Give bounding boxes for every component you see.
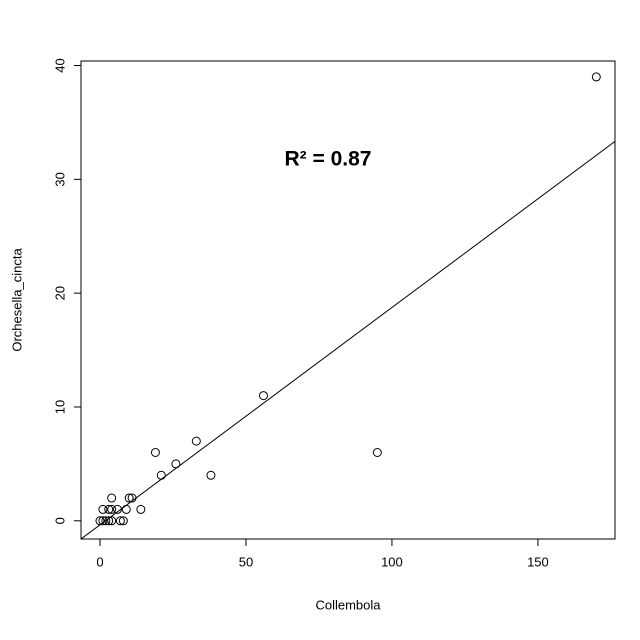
- point: [107, 493, 117, 503]
- point: [591, 72, 601, 82]
- point: [136, 504, 146, 514]
- point: [171, 459, 181, 469]
- y-tick-label: 10: [52, 400, 67, 414]
- x-tick-label: 0: [96, 554, 103, 569]
- point: [98, 504, 108, 514]
- x-axis-label: Collembola: [315, 597, 381, 612]
- point: [156, 470, 166, 480]
- plot-box: [80, 60, 616, 540]
- point: [191, 436, 201, 446]
- point: [124, 493, 134, 503]
- point: [150, 448, 160, 458]
- y-tick-label: 30: [52, 172, 67, 186]
- annotation: R² = 0.87: [285, 148, 372, 171]
- point: [258, 391, 268, 401]
- point: [115, 516, 125, 526]
- point: [104, 516, 114, 526]
- point: [112, 504, 122, 514]
- point: [101, 516, 111, 526]
- x-tick-label: 150: [527, 554, 549, 569]
- y-tick-label: 40: [52, 58, 67, 72]
- point: [372, 448, 382, 458]
- point: [107, 516, 117, 526]
- regression-line: [81, 141, 615, 539]
- x-tick-label: 100: [381, 554, 403, 569]
- y-axis-label: Orchesella_cincta: [9, 248, 24, 352]
- point: [206, 470, 216, 480]
- point: [121, 504, 131, 514]
- point: [95, 516, 105, 526]
- x-tick-label: 50: [239, 554, 253, 569]
- point: [107, 504, 117, 514]
- y-tick-label: 20: [52, 286, 67, 300]
- point: [127, 493, 137, 503]
- point: [104, 504, 114, 514]
- point: [118, 516, 128, 526]
- point: [98, 516, 108, 526]
- y-tick-label: 0: [52, 517, 67, 524]
